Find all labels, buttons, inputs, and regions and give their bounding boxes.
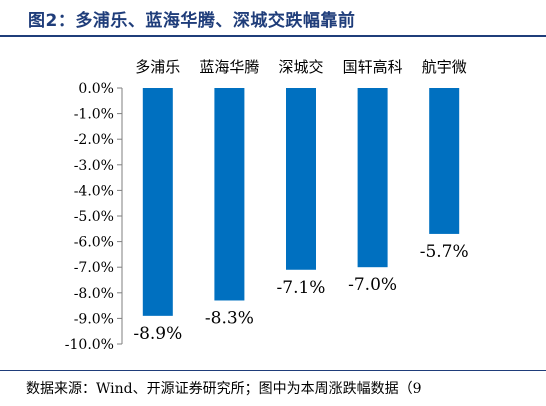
category-label: 国轩高科 — [343, 58, 403, 76]
value-label: -8.9% — [133, 324, 182, 344]
bar — [214, 88, 245, 301]
y-tick-label: -2.0% — [74, 132, 114, 148]
y-tick-label: -3.0% — [74, 158, 114, 174]
footer-rule — [0, 370, 546, 371]
bars-group — [142, 88, 460, 316]
y-tick-label: -8.0% — [74, 286, 114, 302]
value-label: -5.7% — [420, 242, 469, 262]
y-axis: 0.0% -1.0% -2.0% -3.0% -4.0% -5.0% -6.0% -7.0% -… — [65, 81, 123, 353]
category-label: 航宇微 — [422, 58, 467, 76]
y-tick-label: -5.0% — [74, 209, 114, 225]
y-tick-label: 0.0% — [78, 81, 114, 97]
y-tick-label: -7.0% — [74, 260, 114, 276]
category-label: 多浦乐 — [135, 58, 180, 76]
value-labels: -8.9% -8.3% -7.1% -7.0% -5.7% — [133, 242, 468, 344]
y-tick-label: -10.0% — [65, 337, 114, 353]
y-tick-label: -9.0% — [74, 311, 114, 327]
category-labels: 多浦乐 蓝海华腾 深城交 国轩高科 航宇微 — [135, 58, 466, 76]
y-tick-label: -6.0% — [74, 235, 114, 251]
category-label: 蓝海华腾 — [199, 58, 259, 76]
chart-title: 图2：多浦乐、蓝海华腾、深城交跌幅靠前 — [28, 11, 356, 31]
bar — [357, 88, 388, 268]
y-tick-label: -1.0% — [74, 107, 114, 123]
bar — [286, 88, 316, 270]
value-label: -8.3% — [205, 308, 254, 328]
value-label: -7.1% — [277, 278, 326, 298]
title-rule — [0, 35, 546, 37]
value-label: -7.0% — [348, 275, 397, 295]
bar — [142, 88, 173, 316]
y-tick-label: -4.0% — [74, 183, 114, 199]
category-label: 深城交 — [278, 58, 323, 76]
source-note: 数据来源：Wind、开源证券研究所；图中为本周涨跌幅数据（9 — [26, 381, 422, 397]
bar — [429, 88, 460, 234]
